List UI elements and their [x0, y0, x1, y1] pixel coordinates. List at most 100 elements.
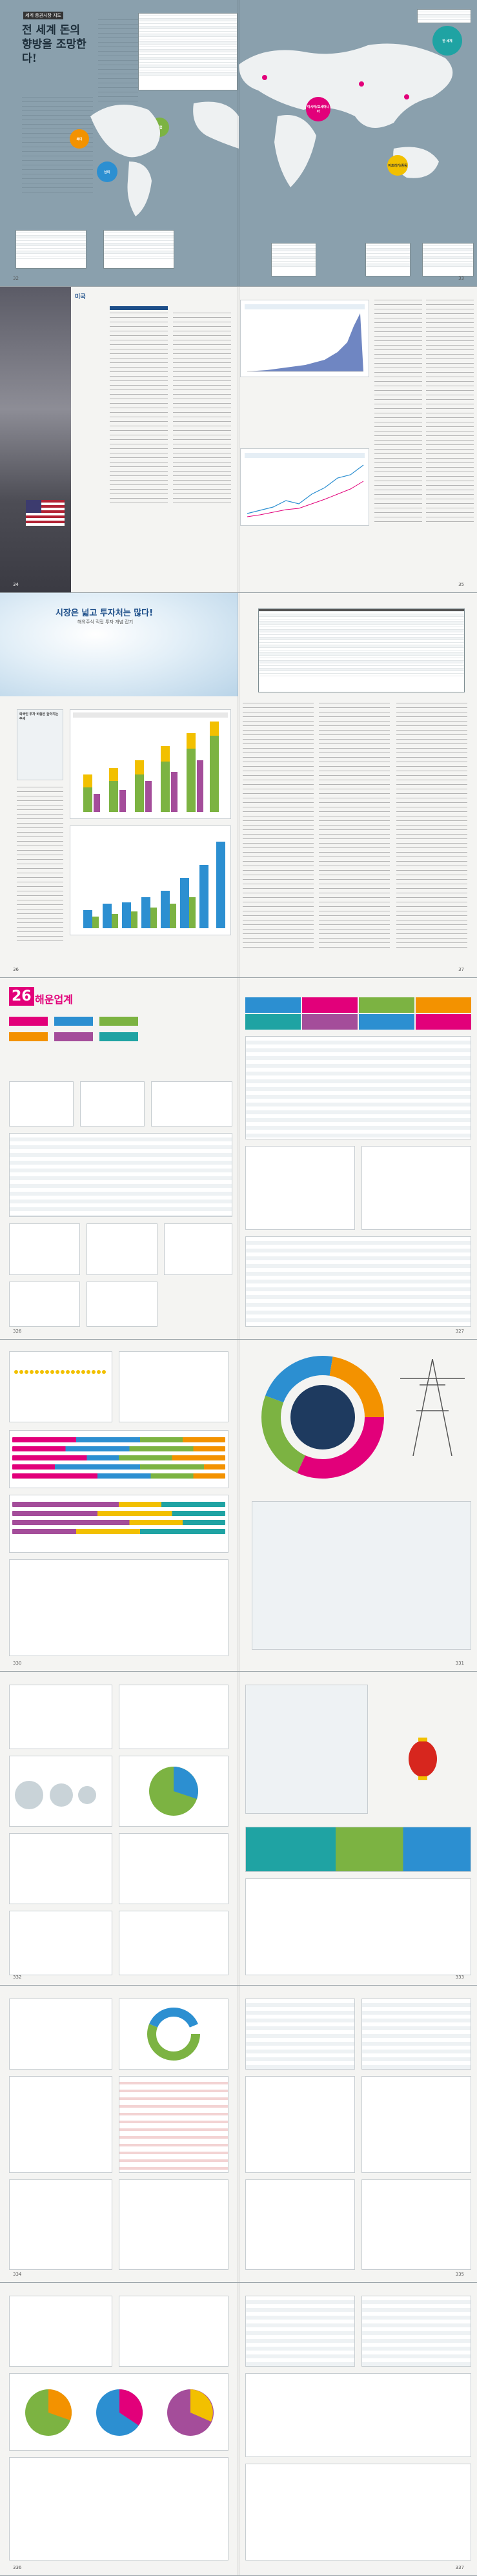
- data-table-bottom: [15, 230, 86, 269]
- world-map-box: [252, 1501, 471, 1650]
- page-number: 36: [13, 967, 19, 972]
- pie-panel: [361, 2076, 471, 2173]
- page-left: 330: [0, 1340, 238, 1671]
- sphere-chart: [9, 1756, 112, 1827]
- column-header: [110, 306, 168, 310]
- world-map-right: [239, 43, 453, 187]
- section-label: 미국: [75, 294, 86, 300]
- chart-box-bottom: [240, 448, 369, 526]
- corner-badge: 한 세계: [432, 26, 462, 56]
- flow-diagram: [9, 1017, 164, 1075]
- bar-panel-1: [9, 1999, 112, 2070]
- gauge-panel: [245, 2373, 471, 2457]
- pie-chart-box: [119, 1756, 228, 1827]
- spread-8: 336 337: [0, 2283, 477, 2576]
- column-box-2: [119, 1833, 228, 1904]
- gutter: [238, 287, 239, 592]
- ranking-table: [258, 608, 465, 692]
- page-right: 333: [239, 1672, 477, 1985]
- spread-shipping: 26 해운업계 326 327: [0, 978, 477, 1340]
- article-text-col1: [110, 313, 168, 506]
- mini-chart-3: [151, 1081, 232, 1127]
- mini-chart-7: [9, 1282, 80, 1327]
- mini-chart-5: [86, 1223, 157, 1275]
- area-chart: [245, 304, 365, 372]
- spread-world-map: 세계 증권시장 지도 전 세계 돈의 향방을 조망한다! 유럽 북미 남미 32: [0, 0, 477, 287]
- column-box-4: [119, 1911, 228, 1975]
- bottom-right-panel-1: [245, 2179, 355, 2270]
- column-panel-right: [245, 1878, 471, 1975]
- list-panel-1: [245, 1999, 355, 2070]
- page-left: 332: [0, 1672, 238, 1985]
- company-grid: [245, 997, 471, 1030]
- intro-text-col2: [98, 19, 138, 103]
- page-number: 37: [458, 967, 464, 972]
- bottom-table: [245, 1236, 471, 1327]
- spread-6: 332 333: [0, 1672, 477, 1986]
- column-box-1: [9, 1833, 112, 1904]
- mini-chart-4: [9, 1223, 80, 1275]
- bottom-right-panel-2: [361, 2179, 471, 2270]
- hbar-panel: [9, 2076, 112, 2173]
- page-number: 35: [458, 582, 464, 587]
- article-text-col3: [374, 300, 422, 526]
- page-number: 327: [455, 1329, 464, 1334]
- bar-chart-box-2: [70, 826, 231, 935]
- lantern-icon: [409, 1738, 437, 1780]
- gutter: [238, 1340, 239, 1671]
- stacked-bars-2: [9, 1495, 228, 1553]
- page-left: 세계 증권시장 지도 전 세계 돈의 향방을 조망한다! 유럽 북미 남미 32: [0, 0, 239, 286]
- data-table-right-1: [271, 243, 316, 276]
- chart-box-top: [240, 300, 369, 377]
- column-panel: [9, 1559, 228, 1656]
- gutter: [238, 1986, 239, 2282]
- gutter: [238, 593, 239, 977]
- page-number: 337: [455, 2565, 464, 2570]
- power-tower-icon: [400, 1359, 465, 1456]
- spread-7: 334 335: [0, 1986, 477, 2283]
- article-text-col4: [426, 300, 474, 526]
- column-chart: [83, 842, 225, 928]
- stacked-bar-chart: [73, 712, 228, 812]
- bar-panel: [119, 2296, 228, 2367]
- chapter-number: 26: [9, 987, 34, 1006]
- page-number: 33: [458, 276, 464, 281]
- line-chart: [245, 453, 365, 517]
- ranking-list-2: [361, 2296, 471, 2367]
- sidebar-text: [17, 787, 63, 942]
- spread-energy: 330 331: [0, 1340, 477, 1672]
- article-col2: [319, 703, 390, 948]
- bulb-chart-2: [119, 1351, 228, 1422]
- table-box: [9, 1133, 232, 1217]
- horizontal-flow: [245, 1827, 471, 1872]
- page-number: 326: [13, 1329, 22, 1334]
- article-col1: [243, 703, 314, 948]
- page-left: 시장은 넓고 투자처는 많다! 해외주식 직접 투자 개념 잡기 외국인 투자 …: [0, 593, 238, 977]
- pipe-chart: [119, 1685, 228, 1749]
- donut-row: [245, 2464, 471, 2560]
- page-number: 336: [13, 2565, 22, 2570]
- data-table-right-top: [417, 9, 471, 23]
- gutter: [238, 0, 239, 286]
- gutter: [238, 1672, 239, 1985]
- laptop-panel: [245, 2076, 355, 2173]
- page-left: 미국 34: [0, 287, 238, 592]
- red-list-panel: [119, 2076, 228, 2173]
- article-col3: [396, 703, 467, 948]
- mini-chart-1: [9, 1081, 74, 1127]
- page-number: 34: [13, 582, 19, 587]
- region-badge-north-america: 북미: [70, 129, 89, 149]
- page-number: 330: [13, 1661, 22, 1666]
- ranking-list: [245, 2296, 355, 2367]
- mini-chart-8: [86, 1282, 157, 1327]
- bar-chart-box-1: [70, 709, 231, 819]
- page-right: 331: [239, 1340, 477, 1671]
- sidebar-title: 외국인 투자 비중은 높아지는 추세: [19, 712, 59, 721]
- section-tag: 세계 증권시장 지도: [23, 12, 63, 19]
- headline: 시장은 넓고 투자처는 많다!: [56, 608, 154, 618]
- page-right: 337: [239, 2283, 477, 2575]
- page-right: 35: [239, 287, 477, 592]
- region-badge-mideast: 아프리카/중동: [387, 155, 408, 176]
- pie-trio: [9, 2373, 228, 2451]
- bottom-panel-2: [119, 2179, 228, 2270]
